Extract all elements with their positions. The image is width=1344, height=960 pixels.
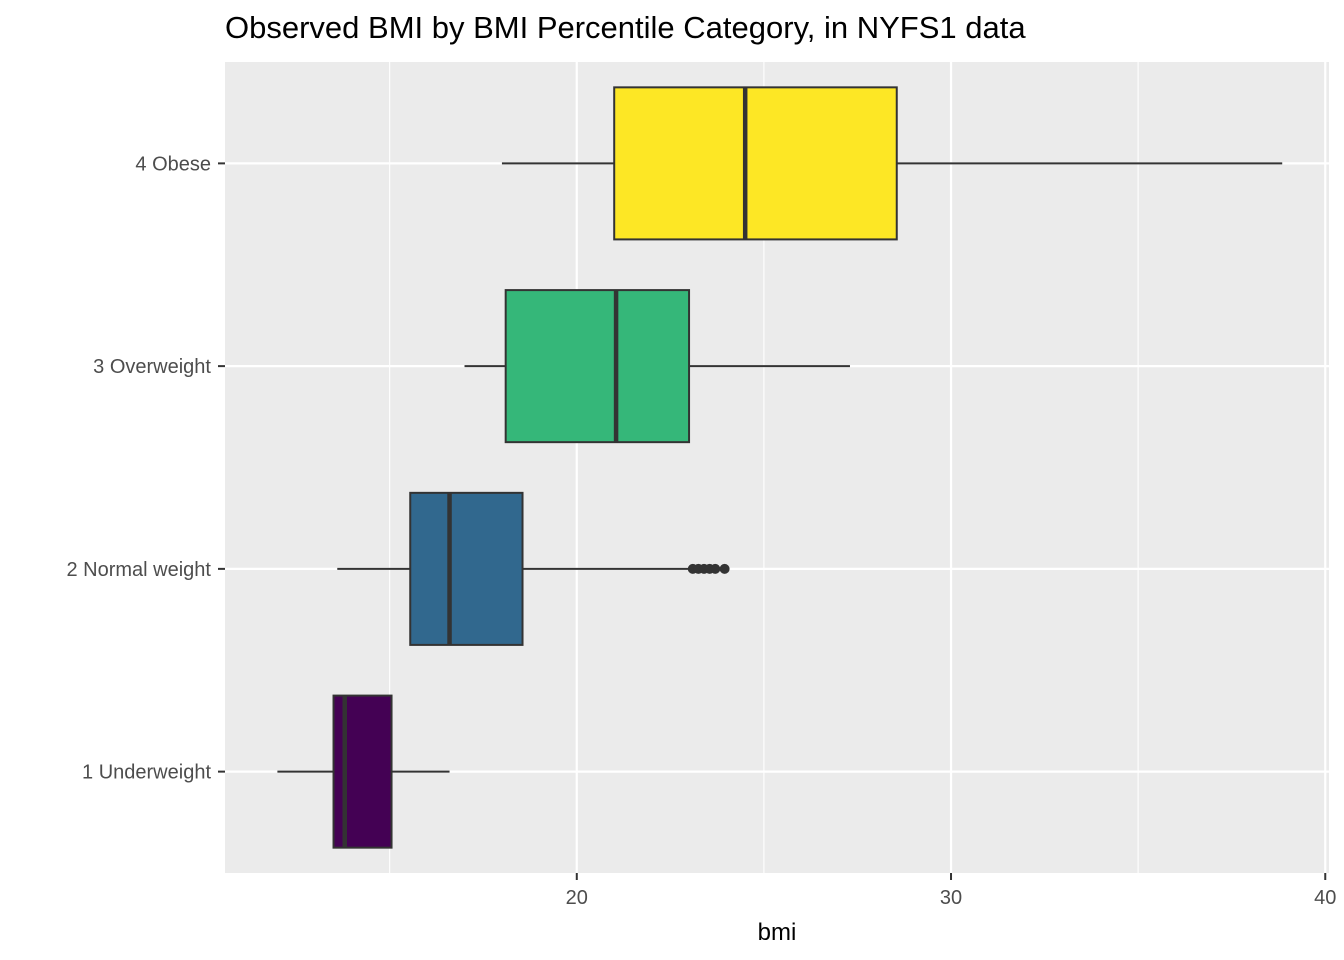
y-tick-label: 3 Overweight (93, 356, 211, 378)
outlier-point (710, 563, 721, 574)
x-axis-title: bmi (758, 919, 797, 946)
y-tick-label: 2 Normal weight (66, 559, 211, 581)
y-tick-label: 4 Obese (135, 153, 211, 175)
box (409, 491, 524, 646)
boxplots (277, 86, 1283, 849)
box-group (464, 289, 850, 444)
box (613, 86, 898, 241)
outlier-point (719, 563, 730, 574)
y-tick-label: 1 Underweight (82, 762, 211, 784)
box (504, 289, 691, 444)
box-group (277, 694, 450, 849)
box-group (501, 86, 1283, 241)
x-tick-label: 30 (940, 887, 962, 909)
x-tick-label: 20 (566, 887, 588, 909)
box (332, 694, 393, 849)
axes: 1 Underweight 2 Normal weight 3 Overweight… (66, 153, 1336, 946)
chart-title: Observed BMI by BMI Percentile Category,… (225, 10, 1026, 45)
x-tick-label: 40 (1314, 887, 1336, 909)
box-group (337, 491, 730, 646)
